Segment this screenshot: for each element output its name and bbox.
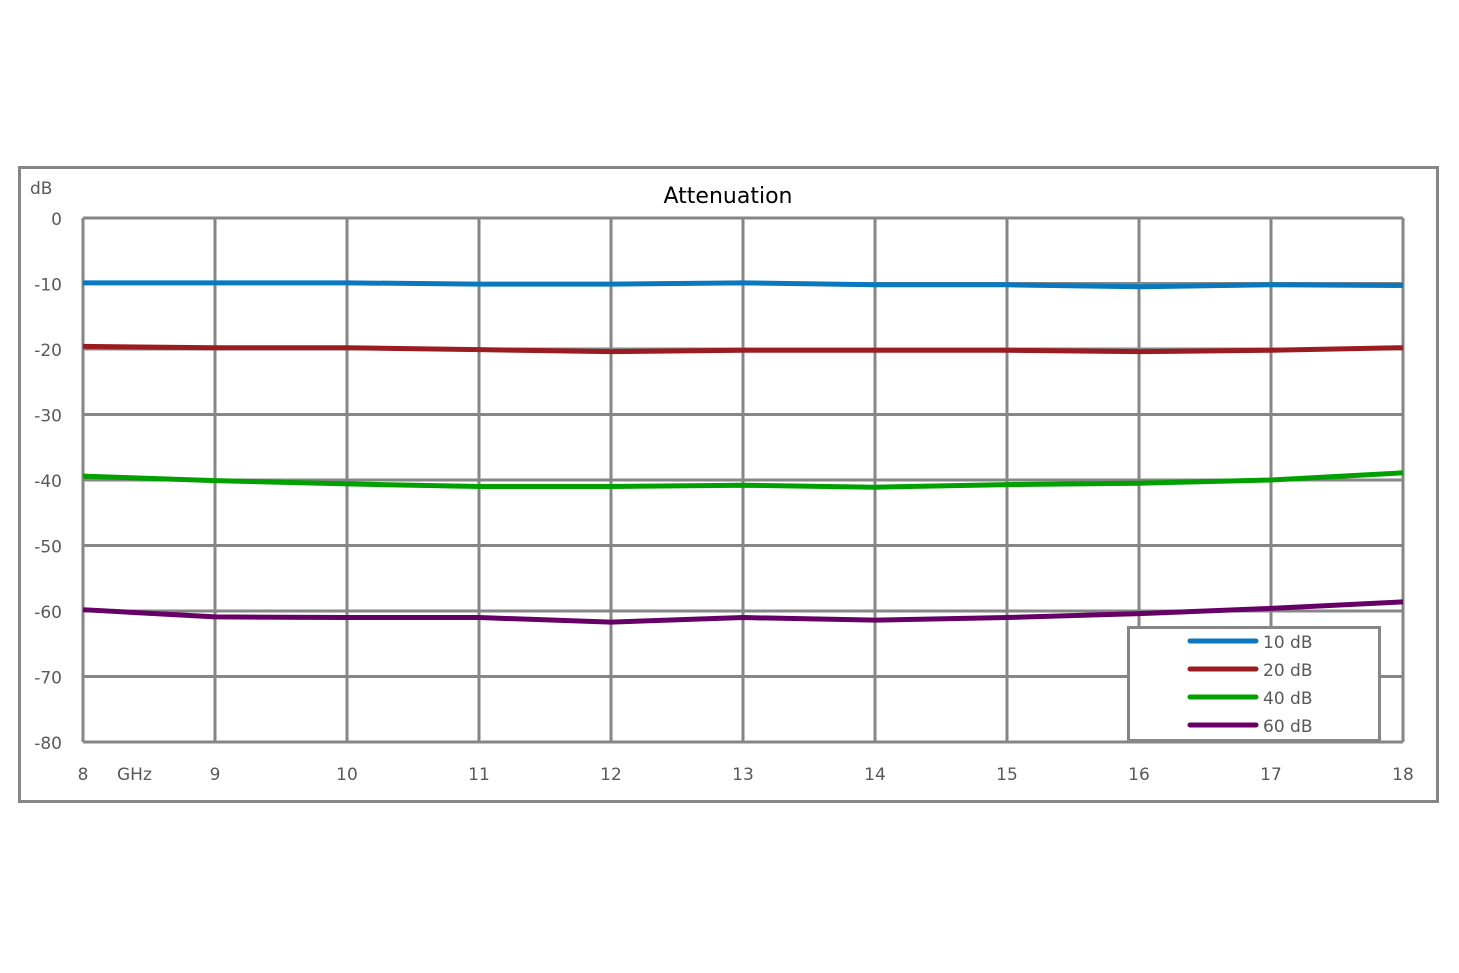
x-tick-label: 15 — [996, 765, 1018, 785]
legend-label: 40 dB — [1263, 689, 1313, 709]
x-tick-label: 12 — [600, 765, 622, 785]
legend-label: 20 dB — [1263, 661, 1313, 681]
y-tick-label: -50 — [34, 538, 62, 558]
x-tick-label: 14 — [864, 765, 886, 785]
x-tick-label: 9 — [210, 765, 221, 785]
y-tick-label: 0 — [51, 210, 62, 230]
y-tick-label: -20 — [34, 341, 62, 361]
x-tick-label: 17 — [1260, 765, 1282, 785]
series-lines — [82, 280, 1404, 625]
y-tick-label: -60 — [34, 603, 62, 623]
y-tick-label: -70 — [34, 669, 62, 689]
legend-box — [1127, 626, 1381, 742]
y-tick-label: -40 — [34, 472, 62, 492]
x-tick-label: 10 — [336, 765, 358, 785]
legend: 10 dB 20 dB 40 dB 60 dB — [1127, 626, 1381, 742]
x-axis-label: GHz — [117, 765, 152, 785]
legend-label: 60 dB — [1263, 717, 1313, 737]
x-tick-label: 8 — [78, 765, 89, 785]
x-tick-label: 11 — [468, 765, 490, 785]
y-tick-label: -80 — [34, 734, 62, 754]
legend-label: 10 dB — [1263, 633, 1313, 653]
y-tick-label: -30 — [34, 407, 62, 427]
tick-labels: 0 -10 -20 -30 -40 -50 -60 -70 -80 8 9 10 11 12 13 14 15 1… — [34, 210, 1414, 785]
x-tick-label: 18 — [1392, 765, 1414, 785]
x-tick-label: 13 — [732, 765, 754, 785]
chart-title: Attenuation — [664, 184, 793, 209]
y-axis-label: dB — [30, 179, 52, 199]
x-tick-label: 16 — [1128, 765, 1150, 785]
y-tick-label: -10 — [34, 276, 62, 296]
